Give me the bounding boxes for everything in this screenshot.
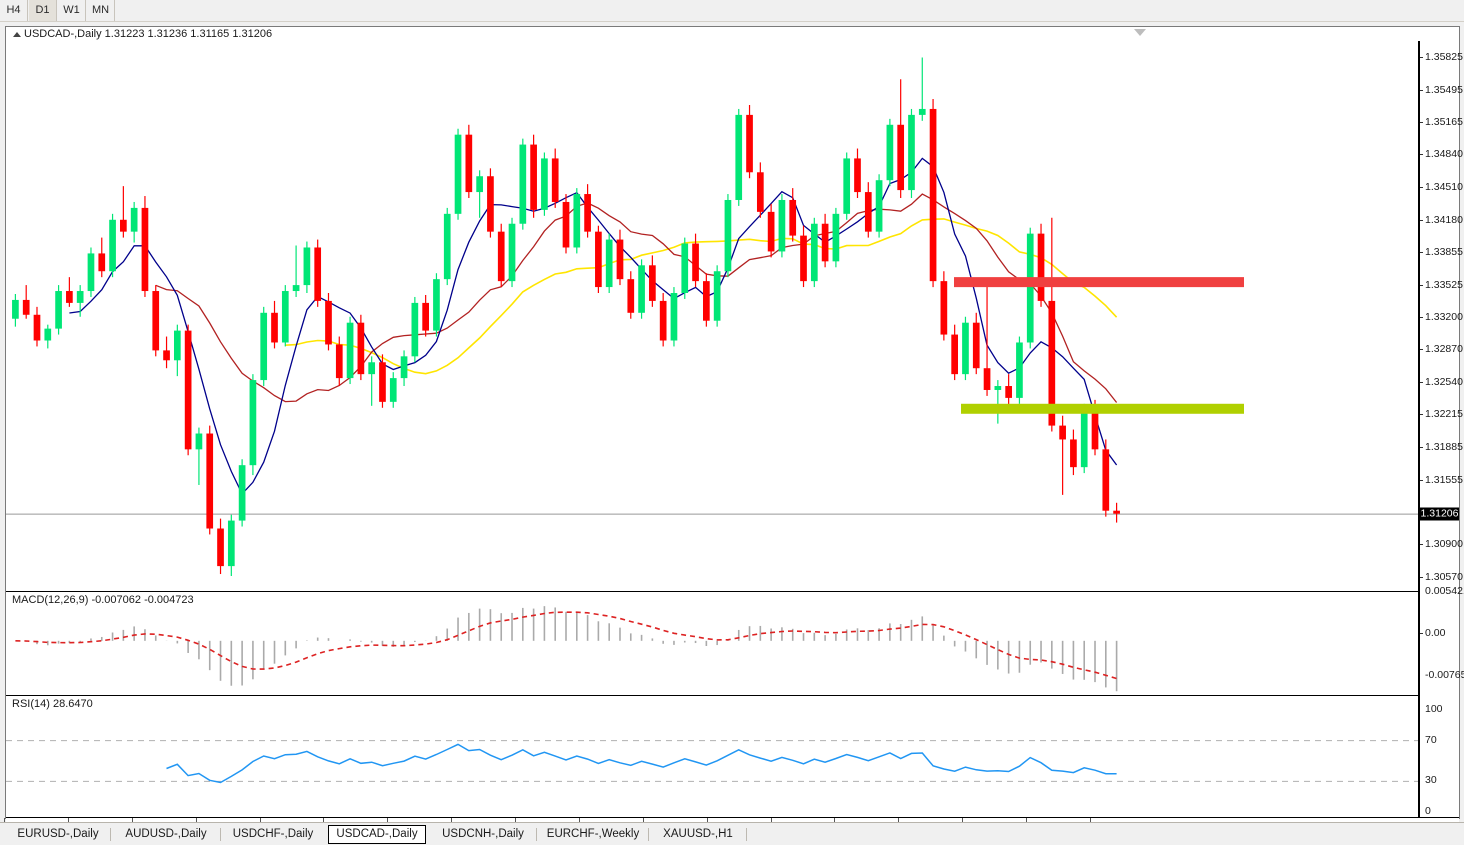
price-scale-label: 1.32870: [1425, 343, 1463, 356]
macd-label: MACD(12,26,9) -0.007062 -0.004723: [12, 594, 194, 606]
price-scale-label: 1.33525: [1425, 278, 1463, 291]
chart-tab-bar: EURUSD-,Daily AUDUSD-,Daily USDCHF-,Daily U…: [0, 822, 1464, 845]
timeframe-tab-w1[interactable]: W1: [58, 0, 86, 21]
chart-tab-xauusd[interactable]: XAUUSD-,H1: [663, 828, 733, 840]
price-scale-label: 1.34510: [1425, 181, 1463, 194]
macd-scale-label: -0.007658: [1425, 669, 1464, 681]
price-scale-label: 1.31885: [1425, 440, 1463, 453]
price-scale-label: 1.30900: [1425, 538, 1463, 551]
time-scale-tick: [67, 818, 69, 822]
price-scale-tick: [1420, 187, 1423, 189]
price-scale-label: 1.34840: [1425, 148, 1463, 161]
price-scale-tick: [1420, 219, 1423, 221]
macd-plot: [15, 606, 1118, 692]
price-scale-label: 1.31555: [1425, 473, 1463, 486]
current-price-label: 1.31206: [1420, 507, 1459, 521]
price-scale-label: 1.32540: [1425, 376, 1463, 389]
time-scale-tick: [515, 818, 517, 822]
price-scale-label: 1.30570: [1425, 571, 1463, 583]
price-scale-tick: [1420, 479, 1423, 481]
timeframe-tab-d1[interactable]: D1: [29, 0, 57, 21]
chart-header-ohlc: USDCAD-,Daily 1.31223 1.31236 1.31165 1.…: [24, 28, 273, 40]
price-scale-label: 1.34180: [1425, 213, 1463, 226]
time-scale-tick: [195, 818, 197, 822]
price-scale-tick: [1420, 251, 1423, 253]
price-scale-tick: [1420, 316, 1423, 318]
rsi-scale-label: 100: [1425, 703, 1443, 715]
rsi-scale-label: 70: [1425, 733, 1437, 746]
price-scale-label: 1.35825: [1425, 51, 1463, 63]
tab-divider: [746, 828, 747, 841]
price-scale-tick: [1420, 284, 1423, 286]
macd-indicator-pane[interactable]: MACD(12,26,9) -0.007062 -0.004723: [6, 591, 1418, 693]
tab-divider: [536, 828, 537, 841]
timeframe-tab-mn[interactable]: MN: [87, 0, 115, 21]
rsi-scale-label: 30: [1425, 774, 1437, 787]
chart-tab-usdchf[interactable]: USDCHF-,Daily: [232, 828, 314, 840]
price-scale[interactable]: 1.35825 1.35495 1.35165 1.34840 1.34510 1.341…: [1420, 41, 1464, 817]
chart-tab-usdcnh[interactable]: USDCNH-,Daily: [442, 828, 524, 840]
price-scale-label: 1.32215: [1425, 408, 1463, 421]
time-scale-tick: [642, 818, 644, 822]
price-scale-tick: [1420, 544, 1423, 546]
price-scale-tick: [1420, 382, 1423, 384]
time-scale-tick: [834, 818, 836, 822]
time-scale-tick: [1090, 818, 1091, 822]
chart-tab-eurchf[interactable]: EURCHF-,Weekly: [546, 828, 640, 840]
chart-position-marker-icon: [1134, 29, 1146, 36]
price-scale-label: 1.33200: [1425, 310, 1463, 323]
collapse-triangle-icon[interactable]: [13, 32, 21, 37]
price-scale-label: 1.35495: [1425, 83, 1463, 96]
time-scale-tick: [962, 818, 964, 822]
price-scale-tick: [1420, 154, 1423, 156]
price-scale-tick: [1420, 577, 1423, 578]
price-scale-tick: [1420, 349, 1423, 351]
price-scale-tick: [1420, 446, 1423, 448]
time-scale-tick: [578, 818, 580, 822]
time-scale-tick: [770, 818, 772, 822]
chart-tab-audusd[interactable]: AUDUSD-,Daily: [125, 828, 207, 840]
chart-tab-eurusd[interactable]: EURUSD-,Daily: [17, 828, 99, 840]
price-scale-label: 1.35165: [1425, 116, 1463, 129]
price-scale-label: 1.33855: [1425, 245, 1463, 258]
rsi-scale-label: 0: [1425, 805, 1431, 817]
time-scale-tick: [1026, 818, 1028, 822]
time-scale-tick: [131, 818, 133, 822]
rsi-indicator-pane[interactable]: RSI(14) 28.6470: [6, 695, 1418, 817]
time-scale-tick: [387, 818, 389, 822]
timeframe-tab-bar: H4 D1 W1 MN: [0, 0, 1464, 22]
macd-scale-label: 0.005421: [1425, 585, 1464, 597]
price-scale-tick: [1420, 414, 1423, 416]
candlestick-plot: [6, 57, 1418, 577]
tab-divider: [220, 828, 221, 841]
price-scale-tick: [1420, 57, 1423, 58]
price-chart-pane[interactable]: [6, 41, 1418, 589]
timeframe-tab-h4[interactable]: H4: [0, 0, 28, 21]
chart-window: USDCAD-,Daily 1.31223 1.31236 1.31165 1.…: [4, 26, 1464, 838]
price-scale-tick: [1420, 89, 1423, 91]
rsi-label: RSI(14) 28.6470: [12, 698, 93, 710]
time-scale-tick: [323, 818, 325, 822]
time-scale-tick: [259, 818, 261, 822]
price-scale-tick: [1420, 122, 1423, 124]
chart-tab-usdcad[interactable]: USDCAD-,Daily: [328, 825, 426, 844]
time-scale-tick: [451, 818, 453, 822]
time-scale-tick: [706, 818, 708, 822]
scale-separator: [1418, 41, 1420, 817]
macd-scale-label: 0.00: [1425, 627, 1446, 639]
macd-scale-tick: [1420, 633, 1423, 634]
time-scale-tick: [898, 818, 900, 822]
time-scale-tick: [4, 818, 5, 822]
rsi-plot: [6, 740, 1418, 784]
tab-divider: [110, 828, 111, 841]
tab-divider: [648, 828, 649, 841]
